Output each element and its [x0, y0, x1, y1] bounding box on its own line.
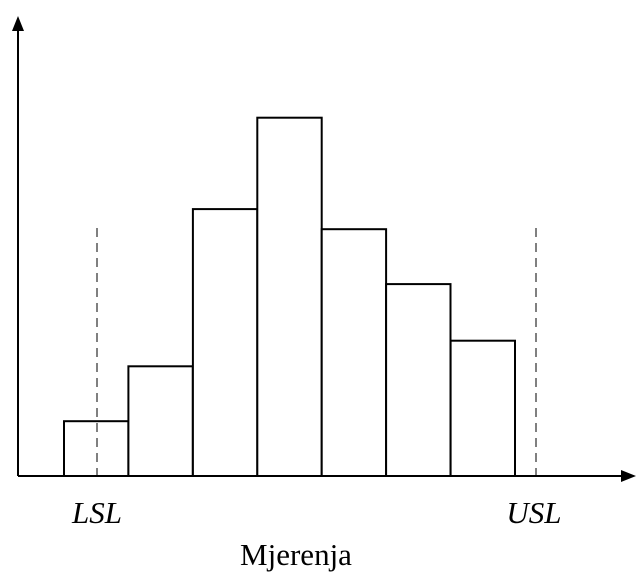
histogram-bar — [256, 116, 323, 477]
y-axis-arrowhead — [12, 16, 24, 31]
histogram-bar — [320, 228, 388, 477]
histogram-bar — [127, 365, 194, 477]
histogram-bar — [191, 208, 259, 477]
x-axis-arrowhead — [621, 470, 636, 482]
lsl-label: LSL — [71, 495, 122, 530]
bars-layer — [63, 116, 517, 478]
histogram-bar — [449, 339, 517, 478]
histogram-bar — [63, 420, 130, 478]
spec-limit-lines — [96, 228, 537, 476]
usl-label: USL — [506, 495, 561, 530]
histogram-bar — [385, 283, 452, 477]
x-axis-title: Mjerenja — [240, 537, 352, 572]
